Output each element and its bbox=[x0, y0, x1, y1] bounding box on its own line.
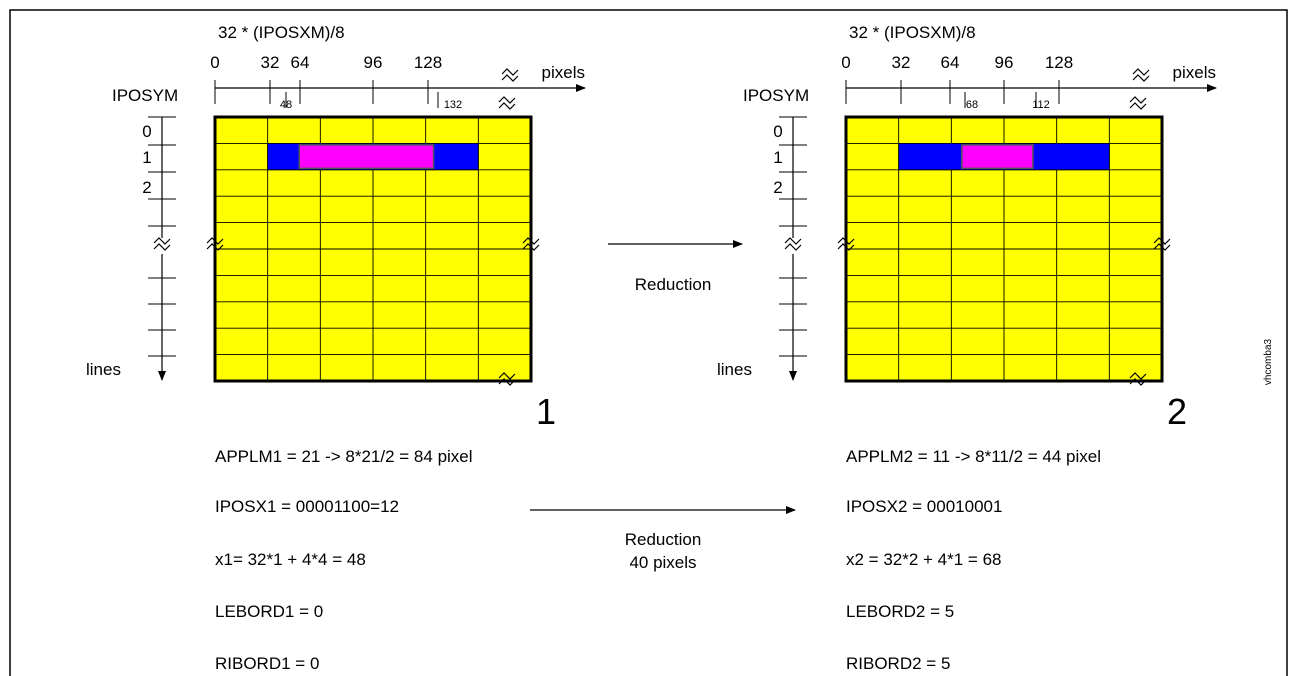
axis-break-icon bbox=[153, 237, 171, 245]
panel-number: 2 bbox=[1167, 391, 1187, 432]
panel-1: 32 * (IPOSXM)/8 pixels 0 32 64 96 128 48 132 IPOS… bbox=[86, 23, 586, 673]
reduction-label-top: Reduction bbox=[635, 275, 712, 294]
edge-break-icon bbox=[1153, 243, 1171, 251]
side-label: vhcomba3 bbox=[1263, 338, 1274, 385]
lines-label: lines bbox=[717, 360, 752, 379]
x-tick-label: 32 bbox=[261, 53, 280, 72]
reduction-label-bottom-2: 40 pixels bbox=[629, 553, 696, 572]
y-tick-label: 0 bbox=[773, 122, 782, 141]
x-tick-label: 64 bbox=[941, 53, 960, 72]
param-line: APPLM1 = 21 -> 8*21/2 = 84 pixel bbox=[215, 447, 473, 466]
x-mark-label: 68 bbox=[966, 99, 978, 111]
x-tick-label: 128 bbox=[1045, 53, 1073, 72]
edge-break-icon bbox=[498, 372, 516, 380]
x-tick-label: 0 bbox=[210, 53, 219, 72]
param-line: RIBORD2 = 5 bbox=[846, 654, 950, 673]
y-tick-label: 2 bbox=[773, 178, 782, 197]
x-tick-label: 64 bbox=[291, 53, 310, 72]
axis-break-icon bbox=[501, 68, 519, 76]
edge-break-icon bbox=[522, 237, 540, 245]
reduction-label-bottom-1: Reduction bbox=[625, 530, 702, 549]
y-tick-label: 1 bbox=[142, 148, 151, 167]
panel-number: 1 bbox=[536, 391, 556, 432]
param-line: x2 = 32*2 + 4*1 = 68 bbox=[846, 550, 1002, 569]
outer-border bbox=[9, 9, 1288, 676]
x-tick-label: 96 bbox=[995, 53, 1014, 72]
axis-break-icon bbox=[784, 237, 802, 245]
y-axis-label: IPOSYM bbox=[112, 86, 178, 105]
axis-break-icon bbox=[153, 243, 171, 251]
param-line: LEBORD1 = 0 bbox=[215, 602, 323, 621]
y-tick-label: 1 bbox=[773, 148, 782, 167]
param-line: RIBORD1 = 0 bbox=[215, 654, 319, 673]
x-tick-label: 32 bbox=[892, 53, 911, 72]
grid-border bbox=[213, 115, 533, 383]
edge-break-icon bbox=[206, 237, 224, 245]
axis-break-icon bbox=[1132, 68, 1150, 76]
param-line: LEBORD2 = 5 bbox=[846, 602, 954, 621]
param-line: x1= 32*1 + 4*4 = 48 bbox=[215, 550, 366, 569]
x-tick-label: 128 bbox=[414, 53, 442, 72]
x-mark-label: 132 bbox=[444, 99, 462, 111]
edge-break-icon bbox=[522, 243, 540, 251]
grid-border bbox=[844, 115, 1164, 383]
axis-break-icon bbox=[498, 102, 516, 110]
axis-break-icon bbox=[784, 243, 802, 251]
axis-break-icon bbox=[1129, 96, 1147, 104]
y-tick-label: 2 bbox=[142, 178, 151, 197]
edge-break-icon bbox=[837, 243, 855, 251]
edge-break-icon bbox=[1129, 372, 1147, 380]
edge-break-icon bbox=[206, 243, 224, 251]
edge-break-icon bbox=[837, 237, 855, 245]
y-axis-label: IPOSYM bbox=[743, 86, 809, 105]
param-line: IPOSX2 = 00010001 bbox=[846, 497, 1002, 516]
x-mark-label: 48 bbox=[280, 99, 292, 111]
edge-break-icon bbox=[1129, 378, 1147, 386]
x-tick-label: 96 bbox=[364, 53, 383, 72]
y-tick-label: 0 bbox=[142, 122, 151, 141]
panel-2: 32 * (IPOSXM)/8 pixels 0 32 64 96 128 68 112 IPOS… bbox=[717, 23, 1217, 673]
formula-top: 32 * (IPOSXM)/8 bbox=[218, 23, 345, 42]
axis-break-icon bbox=[1132, 74, 1150, 82]
edge-break-icon bbox=[498, 378, 516, 386]
param-line: IPOSX1 = 00001100=12 bbox=[215, 497, 399, 516]
edge-break-icon bbox=[1153, 237, 1171, 245]
param-line: APPLM2 = 11 -> 8*11/2 = 44 pixel bbox=[846, 447, 1101, 466]
formula-top: 32 * (IPOSXM)/8 bbox=[849, 23, 976, 42]
lines-label: lines bbox=[86, 360, 121, 379]
x-axis-label: pixels bbox=[1173, 63, 1216, 82]
x-tick-label: 0 bbox=[841, 53, 850, 72]
axis-break-icon bbox=[498, 96, 516, 104]
axis-break-icon bbox=[1129, 102, 1147, 110]
x-mark-label: 112 bbox=[1032, 99, 1050, 111]
axis-break-icon bbox=[501, 74, 519, 82]
x-axis-label: pixels bbox=[542, 63, 585, 82]
bar-magenta bbox=[961, 144, 1034, 170]
bar-magenta bbox=[298, 144, 435, 170]
